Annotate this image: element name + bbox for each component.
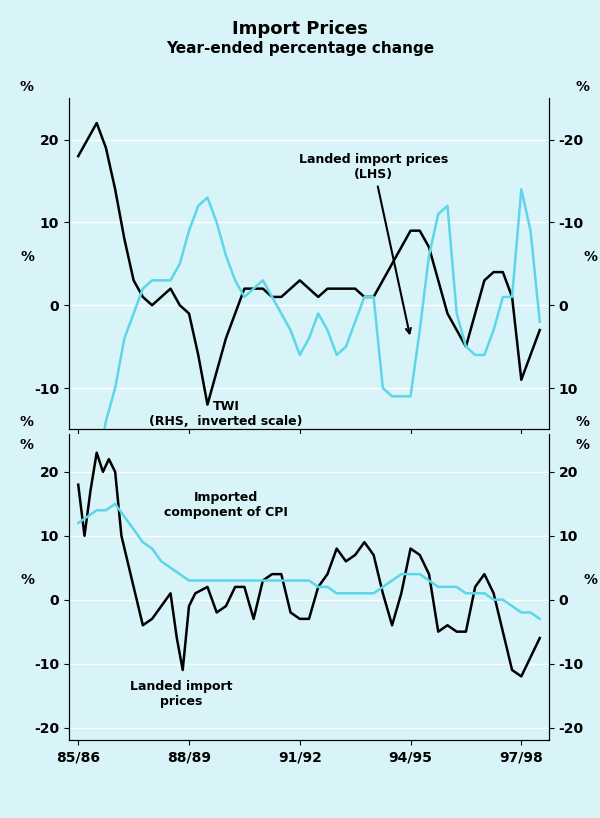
Y-axis label: %: % (20, 249, 34, 264)
Text: %: % (575, 80, 589, 94)
Y-axis label: %: % (584, 249, 598, 264)
Text: %: % (20, 80, 34, 94)
Y-axis label: %: % (20, 573, 34, 587)
Text: Landed import
prices: Landed import prices (130, 680, 233, 708)
Text: %: % (20, 416, 34, 429)
Text: Landed import prices
(LHS): Landed import prices (LHS) (299, 153, 448, 334)
Text: %: % (575, 416, 589, 429)
Text: Import Prices: Import Prices (232, 20, 368, 38)
Text: Imported
component of CPI: Imported component of CPI (164, 491, 288, 519)
Text: %: % (20, 438, 34, 452)
Y-axis label: %: % (584, 573, 598, 587)
Text: %: % (575, 438, 589, 452)
Text: Year-ended percentage change: Year-ended percentage change (166, 41, 434, 56)
Text: TWI
(RHS,  inverted scale): TWI (RHS, inverted scale) (149, 401, 302, 429)
